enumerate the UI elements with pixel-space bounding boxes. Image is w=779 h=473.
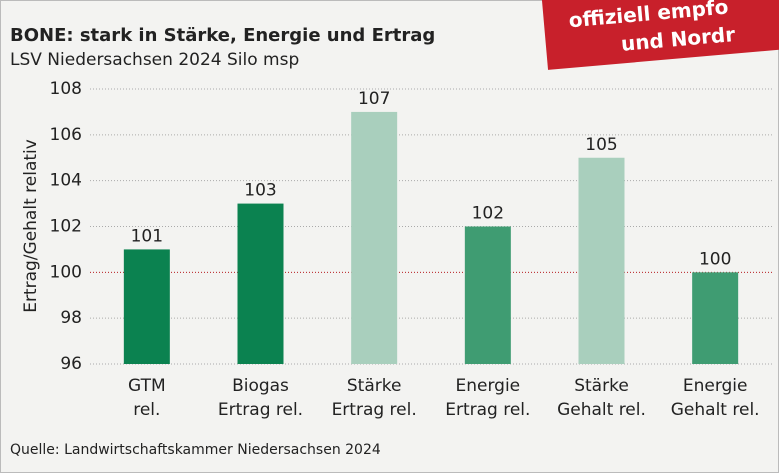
banner-box xyxy=(540,0,779,70)
bar xyxy=(692,272,739,364)
y-tick-label: 102 xyxy=(50,217,82,237)
x-tick-label: Stärke xyxy=(574,376,629,396)
x-tick-label: Ertrag rel. xyxy=(218,400,303,420)
x-tick-label: rel. xyxy=(133,400,160,420)
x-tick-label: Ertrag rel. xyxy=(445,400,530,420)
x-tick-label: Ertrag rel. xyxy=(332,400,417,420)
y-axis-label: Ertrag/Gehalt relativ xyxy=(21,139,41,313)
bar xyxy=(464,226,511,364)
bar xyxy=(351,111,398,365)
value-label: 107 xyxy=(358,89,390,109)
x-tick-label: GTM xyxy=(128,376,166,396)
value-label: 101 xyxy=(131,226,163,246)
bar xyxy=(237,203,284,364)
bar xyxy=(123,249,170,364)
x-tick-label: Gehalt rel. xyxy=(557,400,646,420)
chart-title: BONE: stark in Stärke, Energie und Ertra… xyxy=(10,25,435,46)
y-tick-label: 106 xyxy=(50,125,82,145)
value-label: 105 xyxy=(585,135,617,155)
y-tick-label: 100 xyxy=(50,262,82,282)
x-tick-label: Biogas xyxy=(232,376,289,396)
y-tick-label: 98 xyxy=(60,308,82,328)
x-tick-label: Gehalt rel. xyxy=(671,400,760,420)
y-tick-label: 96 xyxy=(60,354,82,374)
banner: offiziell empfo und Nordr xyxy=(540,0,779,70)
x-tick-label: Energie xyxy=(456,376,521,396)
y-tick-label: 108 xyxy=(50,79,82,99)
x-tick-label: Energie xyxy=(683,376,748,396)
source: Quelle: Landwirtschaftskammer Niedersach… xyxy=(10,442,381,458)
value-label: 103 xyxy=(244,181,276,201)
x-tick-label: Stärke xyxy=(347,376,402,396)
chart-subtitle: LSV Niedersachsen 2024 Silo msp xyxy=(10,50,299,70)
y-tick-label: 104 xyxy=(50,171,82,191)
value-label: 102 xyxy=(472,204,504,224)
bar xyxy=(578,157,625,364)
value-label: 100 xyxy=(699,249,731,269)
